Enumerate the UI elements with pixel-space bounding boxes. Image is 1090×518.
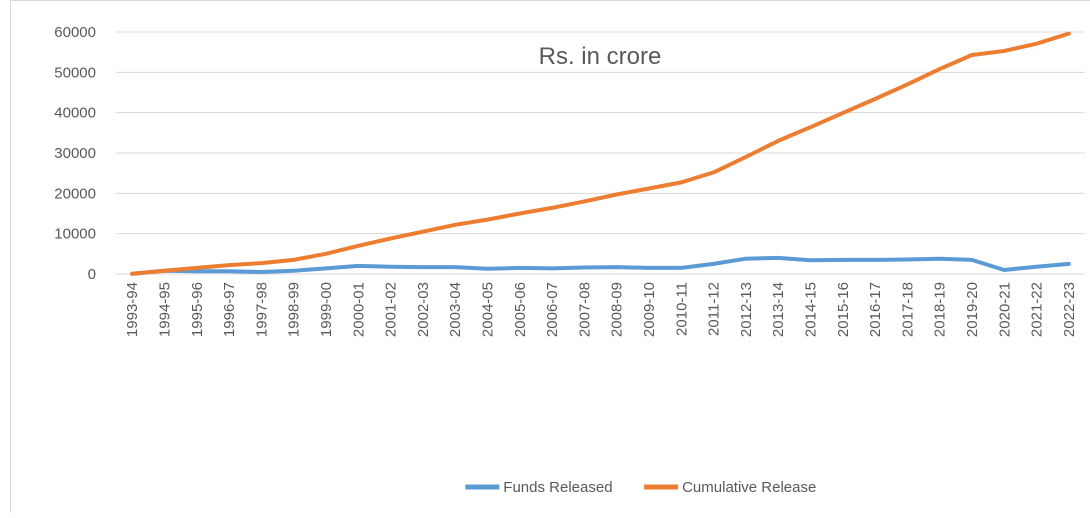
x-tick-label: 2016-17 xyxy=(867,282,884,337)
x-tick-label: 1998-99 xyxy=(286,282,303,337)
x-tick-label: 2014-15 xyxy=(802,282,819,337)
y-tick-label: 30000 xyxy=(54,145,96,162)
y-tick-label: 40000 xyxy=(54,105,96,122)
x-tick-label: 2001-02 xyxy=(383,282,400,337)
x-tick-label: 2000-01 xyxy=(350,282,367,337)
x-tick-label: 2007-08 xyxy=(576,282,593,337)
x-tick-label: 2022-23 xyxy=(1061,282,1078,337)
x-tick-label: 1993-94 xyxy=(124,282,141,337)
chart-border xyxy=(11,1,1090,514)
x-tick-label: 2011-12 xyxy=(706,282,723,336)
x-tick-label: 2020-21 xyxy=(996,282,1013,337)
chart-title: Rs. in crore xyxy=(539,43,662,70)
x-tick-label: 2006-07 xyxy=(544,282,561,337)
x-tick-label: 2013-14 xyxy=(770,282,787,337)
x-tick-label: 2010-11 xyxy=(673,282,690,336)
x-tick-label: 2012-13 xyxy=(738,282,755,337)
x-tick-label: 2009-10 xyxy=(641,282,658,337)
x-tick-label: 2003-04 xyxy=(447,282,464,337)
y-tick-label: 10000 xyxy=(54,226,96,243)
x-tick-label: 2019-20 xyxy=(964,282,981,337)
x-tick-label: 1994-95 xyxy=(156,282,173,337)
x-tick-label: 2002-03 xyxy=(415,282,432,337)
x-tick-label: 1995-96 xyxy=(189,282,206,337)
x-tick-label: 2018-19 xyxy=(932,282,949,337)
legend-label: Funds Released xyxy=(503,479,612,496)
y-tick-label: 20000 xyxy=(54,185,96,202)
y-tick-label: 0 xyxy=(88,266,96,283)
x-tick-label: 2008-09 xyxy=(609,282,626,337)
x-tick-label: 2004-05 xyxy=(479,282,496,337)
legend-label: Cumulative Release xyxy=(682,479,816,496)
y-tick-label: 50000 xyxy=(54,64,96,81)
x-tick-label: 1999-00 xyxy=(318,282,335,337)
x-tick-label: 2015-16 xyxy=(835,282,852,337)
x-tick-label: 1996-97 xyxy=(221,282,238,337)
x-tick-label: 2005-06 xyxy=(512,282,529,337)
x-tick-label: 2021-22 xyxy=(1029,282,1046,337)
x-tick-label: 1997-98 xyxy=(253,282,270,337)
x-tick-label: 2017-18 xyxy=(899,282,916,337)
y-tick-label: 60000 xyxy=(54,24,96,41)
